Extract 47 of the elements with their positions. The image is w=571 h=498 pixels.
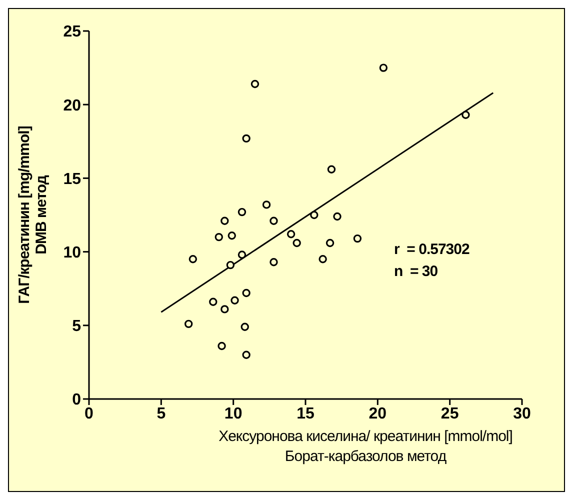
point	[262, 200, 271, 209]
point	[242, 350, 250, 359]
y-tick-label: 10	[63, 244, 82, 262]
point	[327, 165, 336, 174]
point	[226, 260, 235, 270]
point	[242, 134, 250, 143]
y-axis-title: ГАГ/креатинин [mg/mmol] DMB метод	[16, 126, 50, 304]
x-tick-label: 10	[224, 405, 242, 422]
point	[270, 216, 278, 225]
y-tick-label: 20	[63, 97, 82, 114]
x-tick-label: 30	[513, 405, 531, 422]
point	[310, 210, 318, 220]
point	[238, 250, 246, 259]
point	[188, 255, 198, 264]
x-tick-label: 25	[440, 405, 459, 422]
point	[228, 232, 236, 240]
point	[333, 212, 342, 221]
point	[218, 342, 226, 350]
x-tick-label: 20	[368, 405, 387, 422]
x-tick-label: 5	[156, 405, 166, 422]
y-tick-label: 5	[72, 318, 82, 336]
x-axis-title: Хексуронова киселина/ креатинин [mmol/mol] Борат-карбазолов метод	[218, 428, 513, 465]
point	[353, 234, 362, 243]
point	[326, 238, 334, 248]
point	[220, 305, 229, 314]
point	[286, 230, 296, 238]
point	[462, 110, 470, 120]
point	[240, 322, 249, 331]
point	[214, 232, 223, 242]
point	[220, 216, 229, 225]
point	[379, 64, 388, 72]
x-tick-label: 0	[84, 405, 94, 422]
annotation: r = 0.57302	[394, 241, 470, 258]
y-tick-label: 0	[72, 392, 82, 409]
point	[230, 296, 239, 304]
y-tick-label: 15	[63, 170, 82, 188]
point	[250, 80, 260, 88]
point	[270, 258, 278, 266]
point	[242, 288, 250, 298]
point	[318, 255, 327, 264]
x-tick-label: 15	[296, 405, 314, 422]
point	[292, 238, 301, 248]
point	[184, 320, 193, 328]
annotation: n = 30	[394, 263, 438, 280]
y-tick-label: 25	[63, 24, 82, 41]
point	[209, 298, 218, 306]
point	[238, 208, 246, 216]
